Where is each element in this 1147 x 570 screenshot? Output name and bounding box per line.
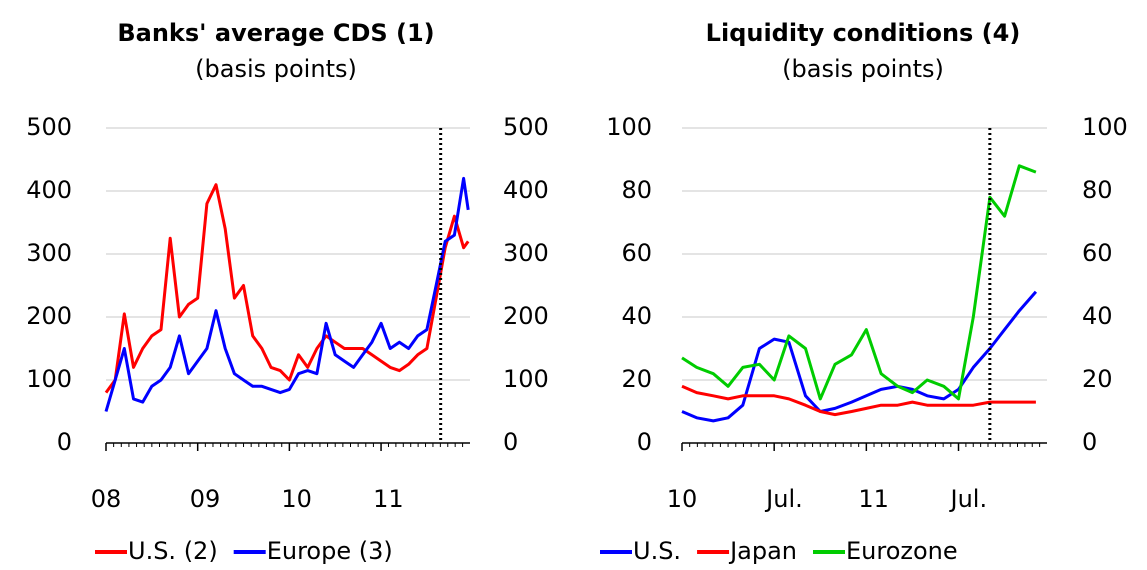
y-tick-label: 60 (621, 239, 652, 267)
x-tick-label: 10 (667, 485, 698, 513)
y2-tick-label: 500 (503, 113, 549, 141)
y2-tick-label: 60 (1082, 239, 1113, 267)
chart-title: Liquidity conditions (4) (706, 19, 1021, 47)
y-tick-label: 20 (621, 365, 652, 393)
y2-tick-label: 400 (503, 176, 549, 204)
chart-subtitle: (basis points) (195, 55, 357, 83)
legend-label: U.S. (2) (128, 537, 218, 565)
y-tick-label: 40 (621, 302, 652, 330)
y2-tick-label: 20 (1082, 365, 1113, 393)
y2-tick-label: 80 (1082, 176, 1113, 204)
y-tick-label: 100 (26, 365, 72, 393)
y-tick-label: 80 (621, 176, 652, 204)
y-tick-label: 0 (57, 428, 72, 456)
legend-label: Eurozone (846, 537, 958, 565)
series-line (681, 384, 1036, 417)
legend-label: Japan (728, 537, 797, 565)
y2-tick-label: 200 (503, 302, 549, 330)
y2-tick-label: 300 (503, 239, 549, 267)
series-line (681, 164, 1037, 401)
y-tick-label: 100 (606, 113, 652, 141)
x-tick-label: 11 (858, 485, 889, 513)
x-tick-label: 08 (91, 485, 122, 513)
legend-label: Europe (3) (267, 537, 393, 565)
series-line (104, 176, 470, 412)
chart-title: Banks' average CDS (1) (117, 19, 434, 47)
x-tick-label: Jul. (764, 485, 803, 513)
legend-label: U.S. (633, 537, 681, 565)
y-tick-label: 0 (637, 428, 652, 456)
y2-tick-label: 40 (1082, 302, 1113, 330)
y2-tick-label: 0 (1082, 428, 1097, 456)
y-tick-label: 300 (26, 239, 72, 267)
y2-tick-label: 0 (503, 428, 518, 456)
y-tick-label: 500 (26, 113, 72, 141)
x-tick-label: 09 (190, 485, 221, 513)
y-tick-label: 400 (26, 176, 72, 204)
x-tick-label: Jul. (949, 485, 988, 513)
series-line (681, 290, 1038, 423)
x-tick-label: 11 (373, 485, 404, 513)
x-tick-label: 10 (281, 485, 312, 513)
chart-subtitle: (basis points) (782, 55, 944, 83)
y2-tick-label: 100 (1082, 113, 1128, 141)
y-tick-label: 200 (26, 302, 72, 330)
series-line (104, 183, 470, 394)
y2-tick-label: 100 (503, 365, 549, 393)
